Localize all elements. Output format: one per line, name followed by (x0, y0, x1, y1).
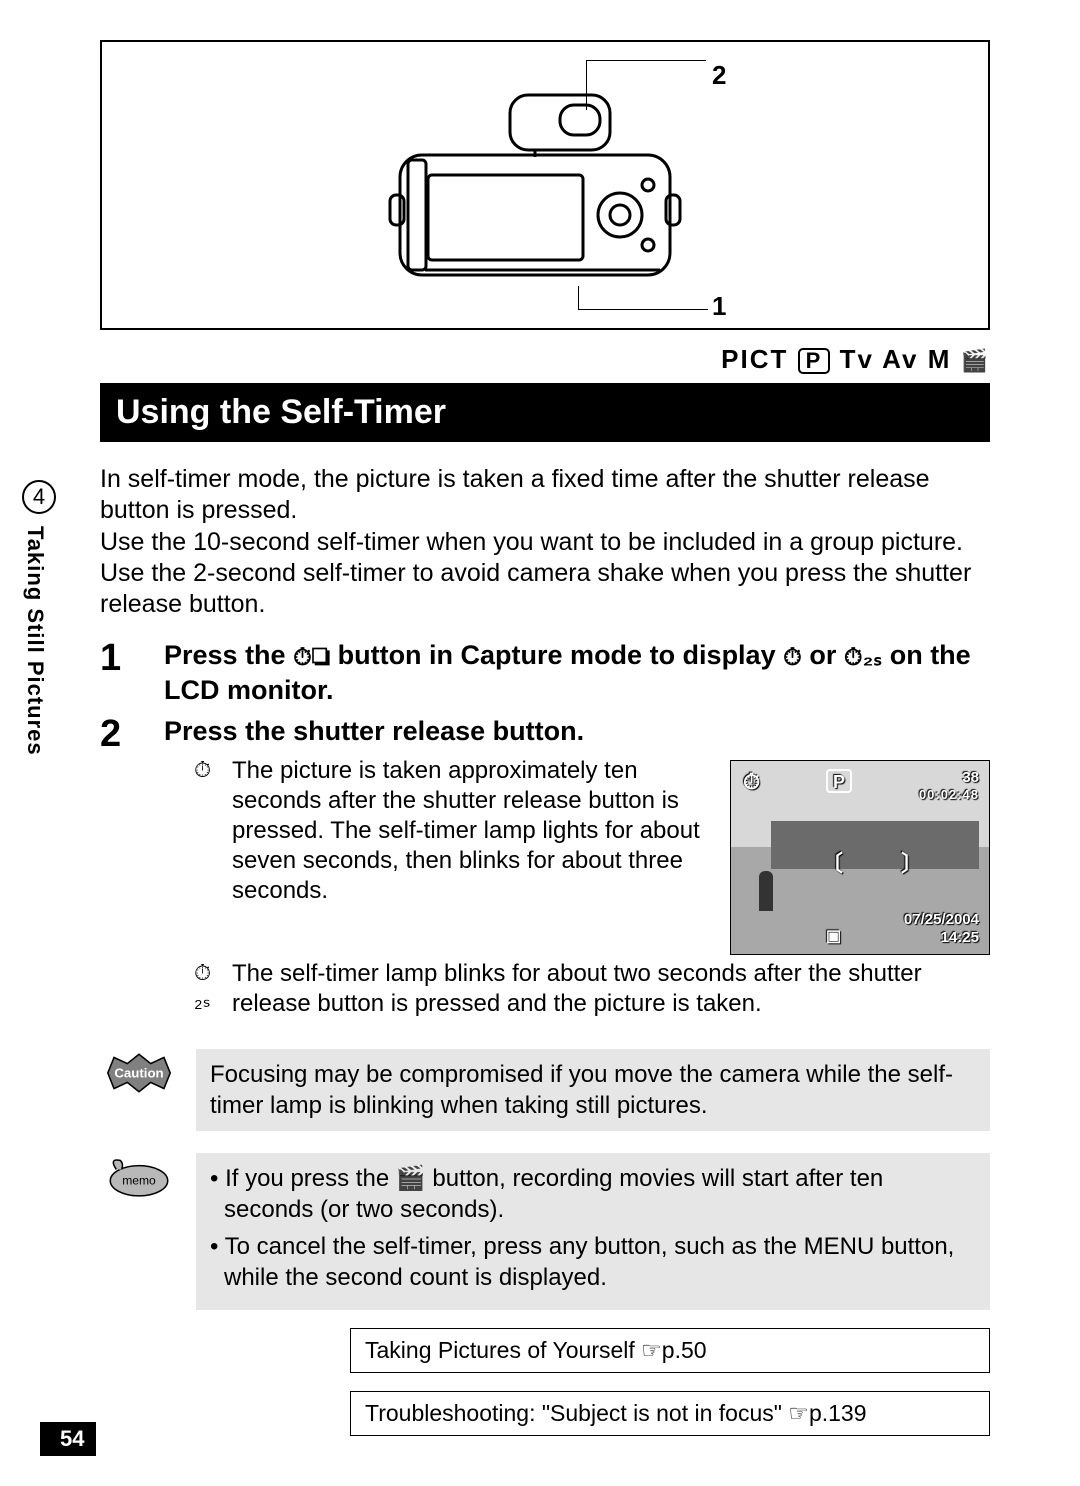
intro-p1: In self-timer mode, the picture is taken… (100, 464, 990, 527)
step-2-title: Press the shutter release button. (164, 714, 990, 749)
camera-line-art (370, 65, 720, 305)
ref-box-2: Troubleshooting: "Subject is not in focu… (350, 1391, 990, 1436)
step-1-title: Press the ⏱❏ button in Capture mode to d… (164, 638, 990, 708)
mode-tv: Tv (840, 344, 874, 374)
caution-icon: Caution (100, 1049, 178, 1097)
section-heading: Using the Self-Timer (100, 383, 990, 442)
mode-av: Av (882, 344, 918, 374)
caution-text: Focusing may be compromised if you move … (196, 1049, 990, 1131)
step-2-sub-10s: ⏱ The picture is taken approximately ten… (194, 756, 710, 906)
lcd-date: 07/25/2004 (904, 911, 979, 928)
lcd-mode-box: P (826, 769, 852, 793)
memo-icon: memo (100, 1153, 178, 1201)
step-1: 1 Press the ⏱❏ button in Capture mode to… (100, 638, 990, 708)
step-2-sub-2s: ⏱₂ₛ The self-timer lamp blinks for about… (194, 959, 990, 1019)
intro-p2: Use the 10-second self-timer when you wa… (100, 527, 990, 558)
callout-1: 1 (712, 291, 726, 322)
camera-diagram: 2 1 (100, 40, 990, 330)
memo-note: memo If you press the 🎬 button, recordin… (100, 1153, 990, 1310)
callout-2: 2 (712, 60, 726, 91)
lcd-focus-bracket-right: 〕 (901, 846, 923, 878)
ref-box-1: Taking Pictures of Yourself ☞p.50 (350, 1328, 990, 1373)
lcd-clock: 14:25 (941, 929, 979, 946)
lcd-rec-time: 00:02:48 (919, 787, 979, 802)
mode-pict: PICT (721, 344, 788, 374)
svg-text:memo: memo (122, 1173, 156, 1187)
chapter-label: Taking Still Pictures (22, 526, 48, 756)
mode-m: M (928, 344, 952, 374)
mode-p: P (798, 348, 831, 374)
lcd-card-icon: ▣ (826, 926, 841, 946)
timer-10s-icon: ⏱ (194, 756, 222, 906)
intro-p3: Use the 2-second self-timer to avoid cam… (100, 558, 990, 621)
step-2: 2 Press the shutter release button. ⏱ Th… (100, 714, 990, 1026)
movie-mode-icon: 🎬 (961, 348, 990, 373)
page-number: 54 (40, 1422, 96, 1456)
lcd-focus-bracket-left: 〔 (821, 846, 843, 878)
timer-2s-icon: ⏱₂ₛ (194, 959, 222, 1019)
caution-note: Caution Focusing may be compromised if y… (100, 1049, 990, 1131)
timer-10s-icon: ⏱ (783, 642, 802, 673)
lcd-timer-icon: ⏱ (743, 769, 760, 795)
movie-button-icon: 🎬 (396, 1165, 426, 1192)
chapter-tab: 4 Taking Still Pictures (22, 480, 60, 756)
memo-text: If you press the 🎬 button, recording mov… (196, 1153, 990, 1310)
mode-dial-line: PICT P Tv Av M 🎬 (70, 344, 990, 375)
timer-drive-icon: ⏱❏ (293, 642, 330, 673)
step-1-number: 1 (100, 638, 136, 708)
intro-paragraphs: In self-timer mode, the picture is taken… (100, 464, 990, 620)
svg-text:Caution: Caution (114, 1065, 163, 1080)
lcd-preview: ⏱ P 38 00:02:48 〔 〕 07/25/2004 ▣ 14:25 (730, 760, 990, 955)
timer-2s-icon: ⏱₂ₛ (844, 642, 882, 673)
steps-list: 1 Press the ⏱❏ button in Capture mode to… (100, 638, 990, 1026)
memo-item-2: To cancel the self-timer, press any butt… (210, 1231, 976, 1293)
chapter-number: 4 (22, 480, 56, 514)
memo-item-1: If you press the 🎬 button, recording mov… (210, 1163, 976, 1225)
step-2-number: 2 (100, 714, 136, 1026)
lcd-shots-remaining: 38 (962, 769, 979, 786)
